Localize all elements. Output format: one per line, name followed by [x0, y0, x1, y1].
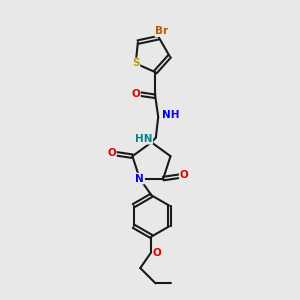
Text: O: O — [153, 248, 162, 258]
Text: O: O — [131, 89, 140, 99]
Text: HN: HN — [135, 134, 152, 144]
Text: N: N — [135, 174, 144, 184]
Text: S: S — [132, 58, 140, 68]
Text: O: O — [180, 170, 188, 180]
Text: NH: NH — [162, 110, 179, 120]
Text: O: O — [107, 148, 116, 158]
Text: Br: Br — [155, 26, 168, 36]
